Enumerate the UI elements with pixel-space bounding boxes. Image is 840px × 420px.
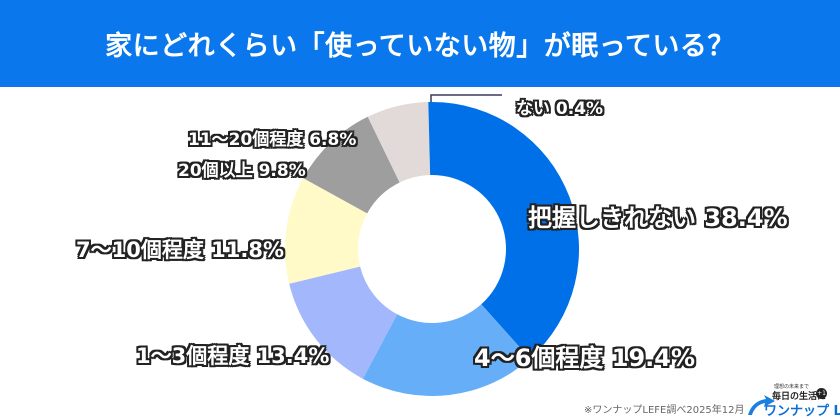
label-20plus: 20個以上 9.8% [178,161,306,181]
donut-segment [285,178,368,284]
donut-segment [289,266,398,379]
label-7-10: 7〜10個程度 11.8% [76,238,285,262]
label-haaku: 把握しきれない 38.4% [528,204,788,232]
arrow-up-icon [748,395,775,415]
donut-segment [367,102,431,183]
label-11-20: 11〜20個程度 6.8% [188,130,357,150]
chart-title: 家にどれくらい「使っていない物」が眠っている？ [105,31,735,62]
label-4-6: 4〜6個程度 19.4% [474,344,696,372]
donut-segment [303,116,400,214]
donut-segment [432,102,579,359]
leader-line [430,94,502,102]
title-banner: 家にどれくらい「使っていない物」が眠っている？ [0,0,840,87]
logo-sub: 毎日の生活に [772,392,827,402]
brand-logo: 理想の未来まで 毎日の生活に +1 ワンナップ LIFE [746,383,840,419]
donut-segment [428,102,432,176]
label-1-3: 1〜3個程度 13.4% [136,344,330,368]
label-nai: ない 0.4% [516,99,604,119]
source-note: ※ワンナップLEFE調べ2025年12月 [584,405,745,416]
logo-tagline: 理想の未来まで [774,384,810,390]
donut-segment [362,304,530,396]
logo-main: ワンナップ LIFE [764,404,840,419]
logo-badge: +1 [816,388,827,399]
